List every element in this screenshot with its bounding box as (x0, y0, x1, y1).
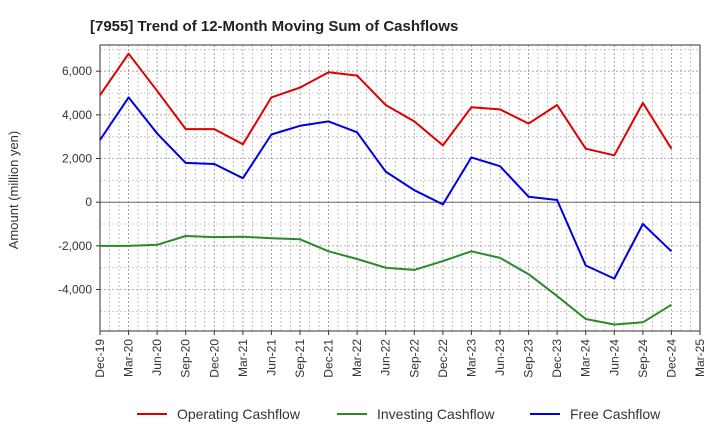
x-tick-label: Sep-24 (636, 339, 650, 378)
series-line-operating-cashflow (99, 52, 673, 157)
x-tick-label: Jun-23 (493, 339, 507, 376)
y-tick-label: -4,000 (58, 283, 92, 297)
x-tick-label: Mar-20 (122, 339, 136, 377)
x-tick-label: Mar-25 (693, 339, 707, 377)
x-tick-label: Dec-19 (93, 339, 107, 378)
y-tick-label: 2,000 (62, 152, 92, 166)
y-axis-label: Amount (million yen) (6, 131, 21, 250)
x-tick-label: Sep-23 (522, 339, 536, 378)
series-line-investing-cashflow (100, 235, 672, 326)
x-tick-label: Mar-23 (464, 339, 478, 377)
x-tick-label: Mar-22 (350, 339, 364, 377)
grid-lines (99, 45, 701, 331)
x-tick-label: Dec-23 (550, 339, 564, 378)
x-tick-label: Mar-24 (579, 339, 593, 377)
x-tick-label: Sep-21 (293, 339, 307, 378)
y-tick-label: 0 (85, 195, 92, 209)
x-tick-label: Dec-24 (664, 339, 678, 378)
x-tick-label: Jun-24 (607, 339, 621, 376)
x-tick-label: Dec-21 (322, 339, 336, 378)
legend-label: Investing Cashflow (377, 406, 495, 422)
y-tick-label: 6,000 (62, 64, 92, 78)
x-tick-label: Dec-22 (436, 339, 450, 378)
legend: Operating Cashflow Investing Cashflow Free… (137, 406, 661, 422)
series-lines (99, 52, 673, 326)
x-tick-label: Mar-21 (236, 339, 250, 377)
chart-title: [7955] Trend of 12-Month Moving Sum of C… (90, 18, 458, 35)
series-line-free-cashflow (99, 96, 673, 280)
legend-item: Operating Cashflow (137, 406, 301, 422)
x-tick-label: Sep-22 (407, 339, 421, 378)
axes: 6,000 4,000 2,000 0 -2,000 -4,000 Dec-19 Mar-20… (58, 44, 707, 378)
legend-label: Operating Cashflow (177, 406, 301, 422)
x-tick-label: Dec-20 (207, 339, 221, 378)
x-tick-label: Jun-22 (379, 339, 393, 376)
legend-item: Investing Cashflow (337, 406, 495, 422)
y-tick-label: -2,000 (58, 239, 92, 253)
x-tick-label: Sep-20 (179, 339, 193, 378)
x-tick-label: Jun-21 (264, 339, 278, 376)
x-tick-label: Jun-20 (150, 339, 164, 376)
plot-frame (99, 44, 701, 332)
y-tick-label: 4,000 (62, 108, 92, 122)
legend-item: Free Cashflow (530, 406, 661, 422)
legend-label: Free Cashflow (570, 406, 661, 422)
